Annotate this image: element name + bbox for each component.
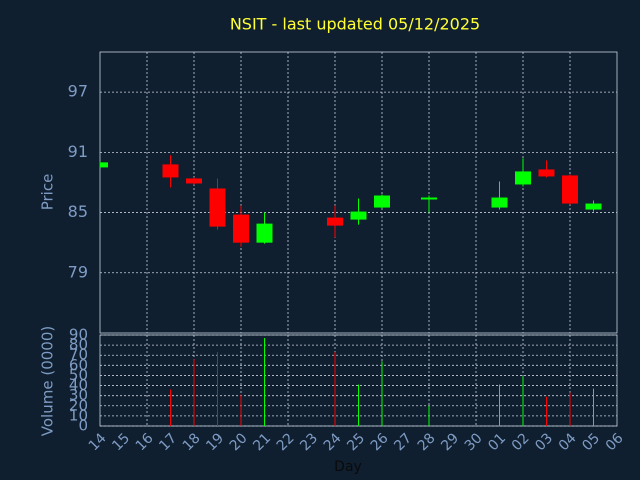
candle-body xyxy=(585,203,602,210)
volume-tick-label: 90 xyxy=(69,326,88,344)
x-tick-label: 15 xyxy=(109,430,133,454)
candle-body xyxy=(350,211,367,220)
y-tick-label: 85 xyxy=(68,202,88,221)
candle-body xyxy=(209,188,226,227)
y-axis-label: Price xyxy=(39,174,57,211)
x-tick-label: 02 xyxy=(509,430,533,454)
volume-tick-label: 30 xyxy=(69,386,88,404)
x-tick-label: 20 xyxy=(227,430,251,454)
volume-tick-label: 0 xyxy=(78,417,88,435)
volume-bar xyxy=(334,352,336,426)
candle-body xyxy=(233,214,249,243)
volume-bar xyxy=(170,389,171,426)
x-tick-label: 27 xyxy=(391,430,415,454)
x-tick-label: 30 xyxy=(462,430,486,454)
x-tick-label: 06 xyxy=(603,430,627,454)
volume-bar xyxy=(499,384,500,426)
x-tick-label: 26 xyxy=(368,430,392,454)
x-tick-label: 24 xyxy=(321,430,345,454)
x-tick-label: 05 xyxy=(579,430,603,454)
candle-body xyxy=(100,162,108,168)
x-tick-label: 22 xyxy=(274,430,298,454)
chart-title: NSIT - last updated 05/12/2025 xyxy=(230,15,480,34)
candle-body xyxy=(491,197,508,208)
x-tick-label: 19 xyxy=(203,430,227,454)
candle-body xyxy=(162,164,179,178)
price-panel xyxy=(99,51,618,334)
candle-body xyxy=(186,178,202,184)
x-axis-label: Day xyxy=(334,459,362,475)
volume-bar xyxy=(522,376,524,426)
volume-tick-label: 40 xyxy=(69,376,88,394)
volume-tick-label: 10 xyxy=(69,406,88,424)
x-tick-label: 29 xyxy=(438,430,462,454)
x-tick-label: 03 xyxy=(532,430,556,454)
volume-bar xyxy=(546,396,547,426)
volume-tick-label: 50 xyxy=(69,366,88,384)
x-tick-label: 23 xyxy=(297,430,321,454)
x-tick-label: 28 xyxy=(415,430,439,454)
volume-bar xyxy=(428,405,430,426)
volume-tick-label: 80 xyxy=(69,336,88,354)
x-tick-label: 14 xyxy=(86,430,110,454)
y-tick-label: 79 xyxy=(68,262,88,281)
volume-bar xyxy=(217,352,218,426)
candle-body xyxy=(538,169,555,177)
volume-axis-label: Volume (0000) xyxy=(39,326,57,436)
volume-bar xyxy=(381,361,383,426)
candle-body xyxy=(515,171,531,185)
volume-bar xyxy=(569,392,571,426)
x-tick-label: 16 xyxy=(133,430,157,454)
x-tick-label: 18 xyxy=(180,430,204,454)
x-tick-label: 17 xyxy=(156,430,180,454)
volume-bar xyxy=(358,384,359,426)
volume-tick-label: 70 xyxy=(69,346,88,364)
candle-body xyxy=(421,197,437,200)
x-tick-label: 25 xyxy=(344,430,368,454)
volume-tick-label: 20 xyxy=(69,396,88,414)
candle-body xyxy=(327,217,343,226)
volume-tick-label: 60 xyxy=(69,356,88,374)
volume-bar xyxy=(193,359,195,426)
candle-body xyxy=(374,195,390,208)
candle-body xyxy=(256,223,273,243)
y-tick-label: 91 xyxy=(68,142,88,161)
volume-bar xyxy=(264,338,265,426)
volume-bar xyxy=(240,394,242,426)
x-tick-label: 04 xyxy=(556,430,580,454)
x-tick-label: 01 xyxy=(485,430,509,454)
candle-body xyxy=(562,175,578,204)
volume-bar xyxy=(593,388,594,426)
y-tick-label: 97 xyxy=(68,82,88,101)
x-tick-label: 21 xyxy=(250,430,274,454)
